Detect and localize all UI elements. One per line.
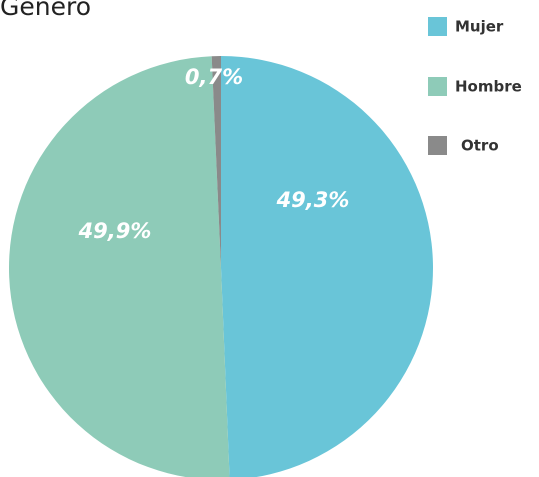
value-label: 49,3% [276, 188, 350, 212]
legend-label: Hombre [455, 78, 522, 96]
value-label: 49,9% [78, 219, 152, 243]
legend-swatch [428, 136, 447, 155]
legend-swatch [428, 17, 447, 36]
legend-label: Otro [461, 137, 499, 155]
pie-slice [211, 56, 221, 268]
pie-slice [8, 56, 230, 477]
value-label: 0,7% [185, 65, 243, 89]
legend-swatch [428, 77, 447, 96]
chart-title: Género [0, 0, 91, 21]
pie-slice [221, 56, 433, 477]
legend-label: Mujer [455, 18, 504, 36]
